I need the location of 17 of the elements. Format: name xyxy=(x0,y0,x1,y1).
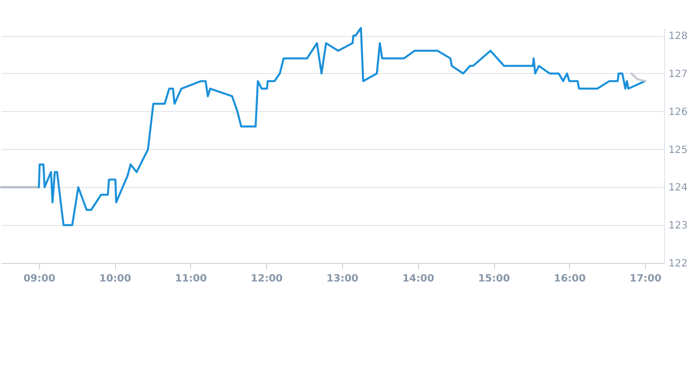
x-tick-label: 16:00 xyxy=(554,274,586,284)
x-tick-label: 15:00 xyxy=(478,274,510,284)
y-tick-label: 123 xyxy=(668,220,688,232)
y-tick-label: 124 xyxy=(668,182,688,194)
line-series xyxy=(38,27,646,226)
x-tick-label: 17:00 xyxy=(630,274,662,284)
y-tick-label: 127 xyxy=(668,68,688,80)
x-tick-label: 12:00 xyxy=(250,274,283,284)
y-tick-label: 125 xyxy=(668,144,688,156)
x-tick-label: 13:00 xyxy=(326,274,358,284)
y-tick-label: 122 xyxy=(668,258,688,270)
x-tick-label: 09:00 xyxy=(23,274,56,284)
x-tick-label: 10:00 xyxy=(99,274,132,284)
y-tick-label: 128 xyxy=(668,31,688,42)
x-tick-label: 14:00 xyxy=(402,274,434,284)
x-tick-label: 11:00 xyxy=(175,274,207,284)
y-tick-label: 126 xyxy=(668,106,688,118)
